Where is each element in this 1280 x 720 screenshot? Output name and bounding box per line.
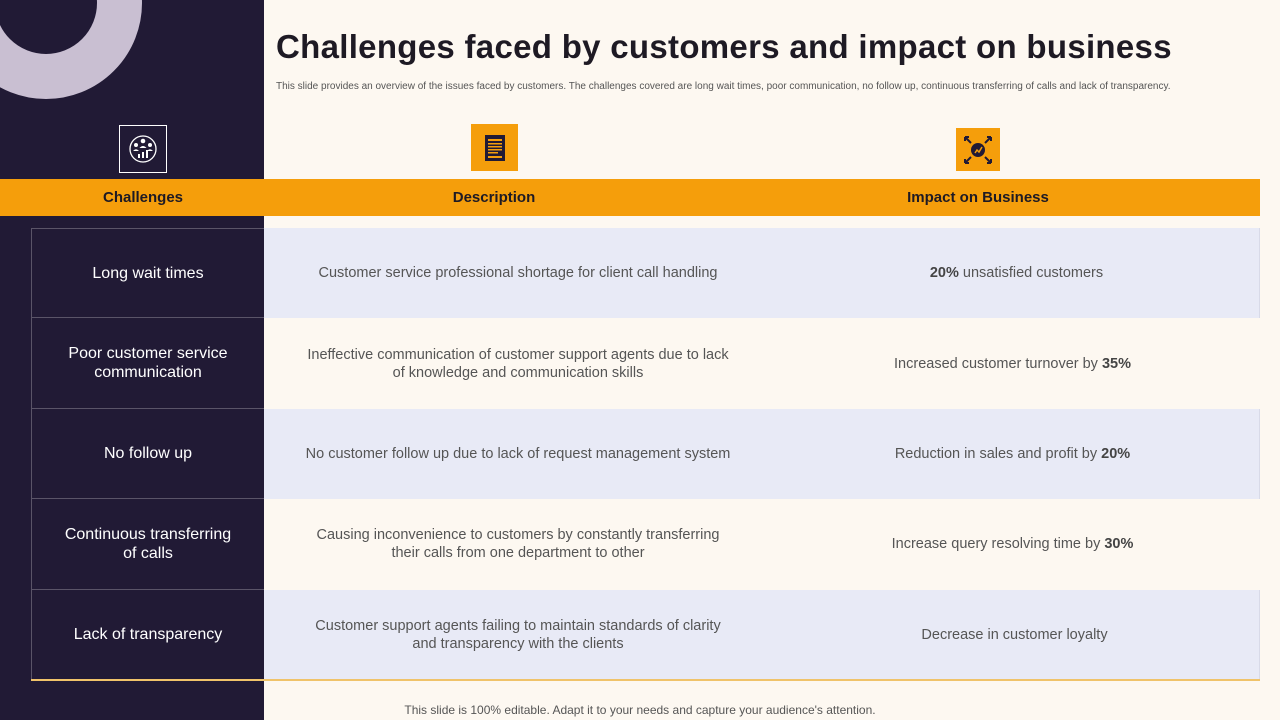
impact-cell: Increased customer turnover by 35% — [772, 318, 1257, 408]
table-row: Continuous transferring of calls Causing… — [31, 499, 1260, 590]
impact-text-pre: Increase query resolving time by — [891, 536, 1101, 553]
description-cell: Ineffective communication of customer su… — [307, 346, 729, 381]
footer-note: This slide is 100% editable. Adapt it to… — [404, 703, 876, 717]
impact-text-pre: Reduction in sales and profit by — [894, 445, 1098, 462]
header-description: Description — [452, 189, 536, 206]
document-icon — [471, 124, 518, 171]
description-cell: Customer service professional shortage f… — [318, 265, 718, 282]
impact-text-pre: Increased customer turnover by — [894, 355, 1098, 372]
page-subtitle: This slide provides an overview of the i… — [276, 81, 1171, 92]
team-growth-icon — [119, 125, 167, 173]
description-cell: Causing inconvenience to customers by co… — [316, 527, 720, 562]
challenge-cell: Lack of transparency — [31, 589, 264, 680]
challenges-table: Long wait times Customer service profess… — [31, 228, 1260, 680]
table-bottom-border — [31, 679, 1260, 681]
table-row: No follow up No customer follow up due t… — [31, 408, 1260, 500]
challenge-cell: Poor customer service communication — [31, 318, 264, 409]
impact-cell: Increase query resolving time by 30% — [772, 499, 1257, 589]
impact-text-pre: Decrease in customer loyalty — [921, 626, 1108, 643]
challenge-cell: No follow up — [31, 408, 264, 500]
impact-cell: 20% unsatisfied customers — [772, 228, 1257, 318]
table-row: Long wait times Customer service profess… — [31, 228, 1260, 319]
table-row: Lack of transparency Customer support ag… — [31, 589, 1260, 680]
impact-arrows-icon — [956, 128, 1000, 171]
impact-value: 35% — [1101, 355, 1131, 372]
impact-value: 20% — [1101, 445, 1131, 462]
page-title: Challenges faced by customers and impact… — [276, 28, 1172, 65]
impact-text-post: unsatisfied customers — [962, 265, 1104, 282]
header-challenges: Challenges — [102, 189, 184, 206]
impact-cell: Reduction in sales and profit by 20% — [772, 409, 1257, 499]
impact-value: 20% — [929, 265, 959, 282]
challenge-cell: Long wait times — [31, 228, 264, 319]
description-cell: Customer support agents failing to maint… — [315, 617, 721, 652]
challenge-cell: Continuous transferring of calls — [31, 499, 264, 590]
table-row: Poor customer service communication Inef… — [31, 318, 1260, 409]
impact-value: 30% — [1104, 536, 1134, 553]
description-cell: No customer follow up due to lack of req… — [305, 445, 731, 462]
decorative-ring — [0, 0, 142, 99]
sidebar-panel — [0, 0, 264, 720]
table-header: Challenges Description Impact on Busines… — [0, 179, 1260, 216]
header-impact: Impact on Business — [907, 189, 1049, 206]
impact-cell: Decrease in customer loyalty — [772, 590, 1257, 680]
